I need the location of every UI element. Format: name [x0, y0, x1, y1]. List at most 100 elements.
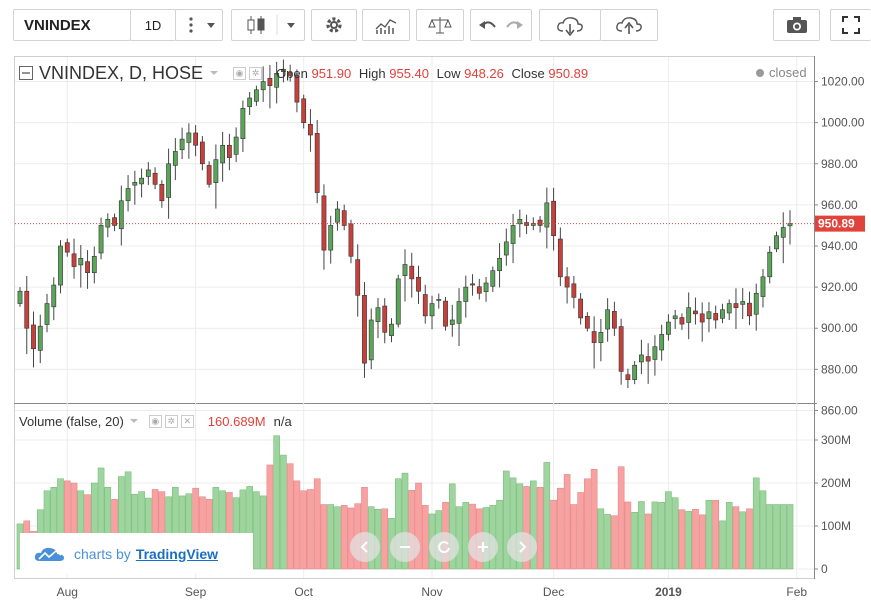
candle-body [281, 68, 286, 72]
branding-link[interactable]: TradingView [135, 545, 219, 562]
price-tick-label: 900.00 [821, 321, 858, 335]
volume-bar [597, 508, 605, 570]
candle-body [645, 356, 651, 362]
undo-icon [479, 21, 496, 29]
candle-body [274, 73, 280, 88]
candle-body [436, 299, 442, 301]
zoom-in-button[interactable] [468, 532, 498, 562]
volume-bar [334, 506, 341, 570]
candle-body [726, 303, 732, 314]
eye-icon[interactable]: ◉ [233, 66, 247, 80]
candle-body [652, 346, 658, 360]
close-icon[interactable]: ✕ [180, 414, 194, 428]
settings-button[interactable] [311, 9, 357, 41]
volume-bar [773, 504, 780, 570]
candle-body [693, 310, 698, 315]
candle-body [105, 218, 111, 228]
candle-body [24, 290, 30, 329]
volume-bar [786, 504, 794, 570]
snapshot-button[interactable] [773, 9, 820, 41]
volume-bar [455, 506, 463, 570]
market-status: closed [756, 65, 807, 80]
fullscreen-button[interactable] [830, 9, 871, 41]
zoom-out-button[interactable] [390, 532, 420, 562]
gear-icon[interactable]: ✲ [164, 414, 178, 428]
interval-button[interactable]: 1D [130, 9, 176, 41]
candle-body [679, 317, 685, 325]
candle-body [389, 323, 394, 336]
candle-body [584, 315, 590, 329]
candle-body [368, 319, 374, 361]
tradingview-branding[interactable]: charts by TradingView [20, 533, 253, 574]
collapse-icon[interactable] [19, 66, 33, 80]
scroll-left-button[interactable] [350, 532, 380, 562]
candle-body [308, 124, 313, 136]
compare-icon [428, 17, 452, 34]
price-tick-label: 940.00 [821, 239, 858, 253]
save-chart-button[interactable] [600, 9, 658, 41]
volume-tick-label: 100M [821, 519, 851, 533]
candle-body [733, 303, 739, 308]
price-chart[interactable]: 1020.00 1000.00 980.00 960.00 940.00 920.00 90… [14, 56, 865, 599]
time-tick-label: Aug [57, 585, 78, 599]
interval-label: 1D [144, 17, 162, 33]
volume-bar [293, 480, 301, 570]
candle-body [91, 255, 97, 274]
candle-body [611, 311, 617, 329]
candle-body [139, 177, 144, 185]
volume-bar [530, 480, 537, 570]
volume-bar [307, 489, 314, 570]
price-tick-label: 860.00 [821, 403, 858, 417]
candle-body [402, 264, 408, 276]
load-chart-button[interactable] [539, 9, 601, 41]
candle-body [328, 225, 334, 251]
chevron-down-icon[interactable] [207, 66, 223, 80]
eye-icon[interactable]: ◉ [148, 414, 162, 428]
indicators-button[interactable] [362, 9, 410, 41]
candle-body [226, 144, 232, 158]
candles [17, 59, 793, 388]
volume-bar [779, 504, 787, 570]
fullscreen-icon [842, 16, 860, 34]
volume-bar [746, 508, 753, 570]
candle-body [118, 200, 124, 230]
volume-bar [557, 487, 564, 570]
candle-body [44, 303, 50, 325]
candle-body [490, 270, 496, 287]
candle-body [51, 284, 57, 308]
candle-body [85, 261, 90, 274]
gear-icon[interactable]: ✲ [249, 66, 263, 80]
last-price-badge [815, 215, 865, 232]
candle-body [247, 97, 253, 107]
symbol-search-button[interactable]: VNINDEX [13, 9, 131, 41]
candle-body [605, 309, 611, 330]
more-intervals-button[interactable] [175, 9, 223, 41]
candle-body [483, 282, 489, 292]
candle-body [17, 290, 23, 304]
volume-bar [462, 502, 470, 570]
candle-body [659, 334, 665, 351]
candle-body [564, 276, 570, 288]
cloud-download-icon [557, 17, 583, 36]
candle-body [760, 276, 766, 297]
candle-body [780, 227, 786, 238]
compare-button[interactable] [416, 9, 464, 41]
volume-bar [421, 505, 429, 570]
candle-body [639, 354, 644, 363]
candle-body [166, 163, 171, 198]
scroll-right-button[interactable] [507, 532, 537, 562]
indicators-icon [375, 19, 397, 34]
volume-bar [739, 511, 747, 570]
volume-bar [624, 501, 632, 570]
reset-button[interactable] [429, 532, 459, 562]
axes: 1020.00 1000.00 980.00 960.00 940.00 920.00 90… [15, 75, 865, 599]
chevron-down-icon[interactable] [127, 415, 141, 427]
volume-bar [340, 505, 348, 570]
candle-body [632, 364, 638, 380]
candle-body [618, 326, 624, 372]
volume-bar [543, 462, 551, 570]
candle-body [463, 286, 469, 302]
chart-type-button[interactable] [231, 9, 305, 41]
chevron-right-icon [519, 541, 527, 553]
candle-body [145, 169, 151, 177]
